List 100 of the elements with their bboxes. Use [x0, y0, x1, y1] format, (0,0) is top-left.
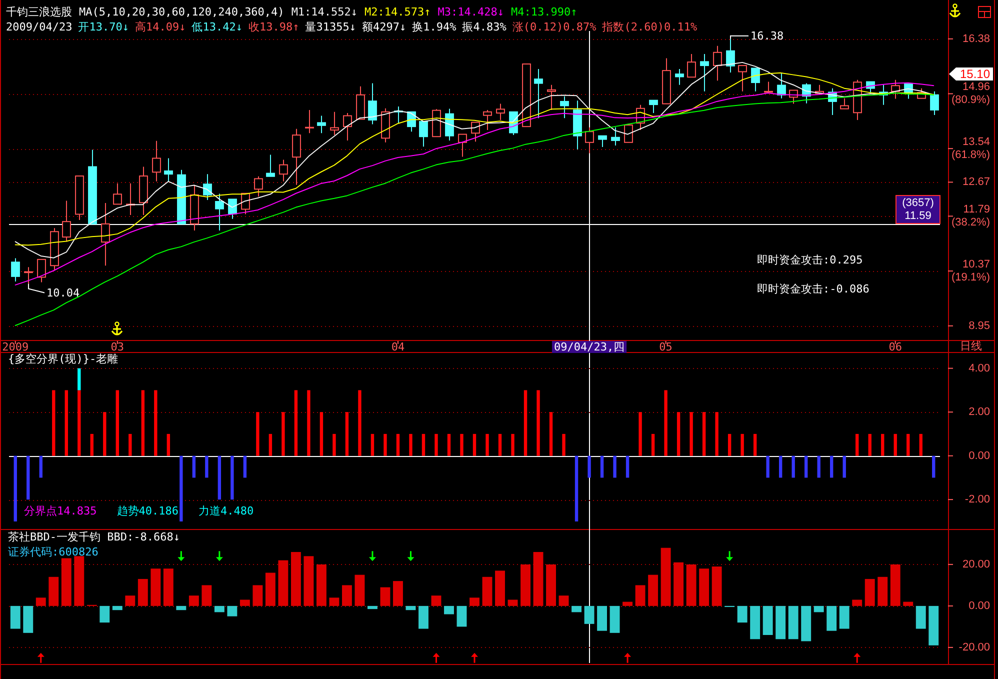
- bar: [214, 606, 224, 612]
- annotation: 换1.94%: [412, 20, 457, 34]
- text: M2:14.573↑: [364, 6, 431, 18]
- bar: [508, 600, 518, 606]
- y-tick-label: 8.95: [968, 320, 990, 332]
- bar: [778, 456, 782, 478]
- bar: [422, 434, 426, 456]
- bar: [74, 556, 84, 606]
- candlestick: [152, 140, 161, 182]
- bar: [788, 606, 798, 640]
- bar: [524, 390, 528, 456]
- x-tick-label: 05: [659, 340, 672, 354]
- bar: [830, 456, 834, 478]
- candlestick: [624, 124, 633, 143]
- bar: [48, 576, 59, 606]
- bar: [205, 456, 208, 478]
- bar: [814, 606, 824, 612]
- y-tick-label: 14.96 (80.9%): [951, 81, 990, 106]
- bar: [881, 434, 884, 456]
- bar: [511, 434, 514, 456]
- candlestick: [164, 158, 173, 182]
- y-tick-label: 16.38: [962, 32, 990, 45]
- bar: [409, 434, 412, 456]
- bar: [664, 390, 668, 456]
- bar: [546, 564, 556, 606]
- bar: [332, 434, 336, 456]
- bar: [894, 434, 897, 456]
- annotation: 涨(0.12)0.87%: [512, 20, 597, 34]
- bar: [495, 570, 505, 606]
- bar: [635, 585, 646, 606]
- candlestick: [37, 258, 46, 283]
- bar: [52, 390, 56, 456]
- bar: [932, 456, 936, 478]
- candlestick: [675, 68, 684, 86]
- bar: [903, 602, 914, 606]
- bar: [444, 606, 454, 614]
- text: MA(5,10,20,30,60,120,240,360,4): [79, 6, 284, 18]
- candlestick: [534, 68, 543, 119]
- candlestick: [203, 174, 212, 200]
- candlestick: [113, 182, 122, 205]
- bar: [626, 456, 630, 478]
- bar: [792, 456, 795, 478]
- annotation: 开13.70↓: [78, 20, 129, 34]
- bar: [715, 412, 718, 456]
- bar: [103, 412, 106, 456]
- bar: [265, 572, 276, 606]
- bar: [218, 456, 222, 500]
- y-tick-label: 0.00: [968, 600, 990, 612]
- bar: [702, 412, 706, 456]
- bar: [906, 434, 910, 456]
- bar: [23, 606, 34, 633]
- candlestick: [496, 103, 505, 120]
- candlestick: [585, 126, 594, 154]
- bar: [384, 434, 387, 456]
- text: M3:14.428↓: [438, 6, 504, 18]
- bar: [358, 390, 362, 456]
- text: 千钧三浪选股: [6, 6, 72, 18]
- bar: [116, 390, 119, 456]
- bar: [227, 606, 238, 616]
- candlestick: [777, 72, 786, 99]
- bar: [574, 456, 578, 522]
- bar: [486, 434, 489, 456]
- bar: [393, 581, 403, 606]
- y-tick-label: -2.00: [964, 494, 990, 506]
- candlestick: [738, 65, 747, 92]
- bar: [613, 456, 616, 478]
- y-tick-label: 2.00: [968, 406, 990, 418]
- candlestick: [930, 90, 939, 116]
- y-tick-label: 12.67: [962, 176, 990, 188]
- bar: [61, 558, 72, 606]
- y-tick-label: 13.54 (61.8%): [951, 136, 990, 162]
- y-tick-label: 0.00: [968, 450, 990, 462]
- bar: [345, 412, 349, 456]
- bar: [370, 434, 374, 456]
- bar: [112, 606, 122, 610]
- bar: [78, 390, 81, 456]
- bar: [878, 576, 888, 606]
- bar: [826, 606, 837, 631]
- bar: [804, 456, 808, 478]
- candlestick: [700, 53, 709, 92]
- bar: [690, 412, 693, 456]
- bar: [150, 568, 161, 606]
- candlestick: [330, 111, 339, 136]
- bar: [447, 434, 451, 456]
- candlestick: [101, 202, 110, 266]
- bar: [549, 412, 553, 456]
- bar: [737, 606, 748, 623]
- annotation: 额4297↓: [362, 20, 406, 34]
- bar: [125, 596, 136, 606]
- candlestick: [317, 115, 326, 134]
- bar: [180, 456, 183, 522]
- candlestick: [305, 109, 314, 134]
- candlestick: [598, 135, 607, 148]
- bar: [868, 434, 872, 456]
- candlestick: [547, 84, 556, 110]
- candlestick: [471, 122, 480, 142]
- candlestick: [419, 121, 428, 148]
- candlestick: [254, 176, 263, 197]
- annotation: 证券代码:600826: [8, 546, 98, 558]
- bar: [919, 434, 922, 456]
